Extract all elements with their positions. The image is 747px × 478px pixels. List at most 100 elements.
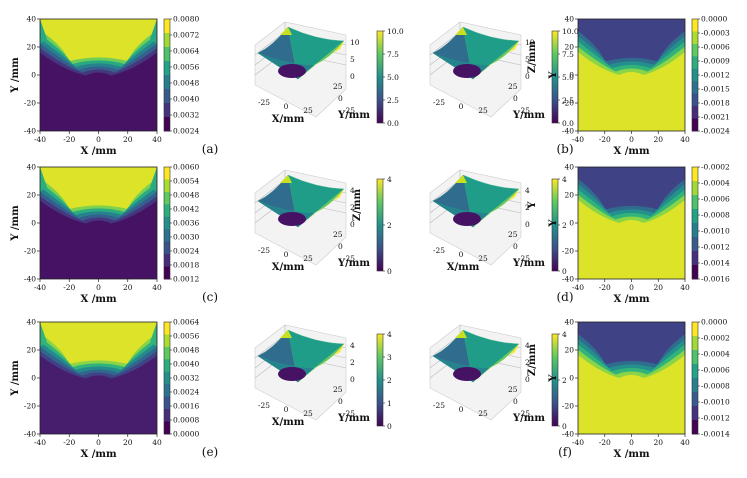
x-tick-label: 0 (96, 135, 101, 144)
colorbar-band (692, 81, 698, 95)
contour-panel-a: -40 -20 0 20 40 40 20 0 -20 -40 X /mm Y /mm 0.0080 0.… (10, 15, 199, 158)
colorbar-label: 5.0 (387, 73, 399, 82)
colorbar-band (164, 384, 170, 398)
colorbar-band (164, 216, 170, 230)
panel-label-a: (a) (202, 142, 219, 156)
x-axis-label: X/mm (272, 262, 305, 273)
y-tick-label: 0 (569, 374, 574, 383)
colorbar-label: 0.0042 (173, 205, 199, 214)
x-tick-label: 25 (303, 409, 313, 418)
grid-line (429, 334, 461, 359)
colorbar-label: 0.0036 (173, 219, 199, 228)
z-tick-label: 4 (525, 341, 530, 350)
x-tick-label: -25 (433, 246, 445, 255)
y-tick-label: 0 (31, 219, 36, 228)
x-tick-label: 25 (303, 106, 313, 115)
colorbar-label: 1 (387, 399, 392, 408)
colorbar-band (692, 43, 698, 57)
z-axis-label: Z/mm (527, 344, 538, 377)
z-tick-label: 2 (350, 358, 355, 367)
x-tick-label: -25 (433, 401, 445, 410)
x-tick-label: 0 (629, 135, 634, 144)
colorbar-label: 0.0064 (173, 318, 199, 327)
contour-center-blob (89, 77, 108, 123)
colorbar-label: -0.0018 (701, 99, 730, 108)
colorbar-label: 0.0080 (173, 15, 199, 24)
colorbar-band (692, 31, 698, 45)
colorbar-label: 0.0024 (173, 127, 199, 136)
colorbar-label: 0.0032 (173, 111, 199, 120)
colorbar-band (164, 254, 170, 268)
x-tick-label: 40 (680, 438, 690, 447)
contour-center-blob (89, 225, 108, 271)
z-tick-label: 5 (350, 55, 355, 64)
colorbar-band (692, 350, 698, 365)
colorbar-band (164, 179, 170, 193)
z-tick-label: 0 (350, 375, 355, 384)
y-axis-label: Y /mm (10, 57, 21, 94)
z-tick-label: 4 (525, 186, 530, 195)
surface-minimum (453, 64, 481, 78)
colorbar-band (692, 237, 698, 252)
y-tick-label: -25 (518, 409, 530, 418)
colorbar-label: 7.5 (387, 50, 399, 59)
panel-label-b: (b) (556, 142, 573, 156)
z-axis-label: Z/mm (352, 189, 363, 222)
y-tick-label: -40 (24, 275, 36, 284)
colorbar-band (164, 334, 170, 348)
y-tick-label: 40 (26, 15, 36, 24)
colorbar-label: 0.0012 (173, 275, 199, 284)
x-tick-label: 0 (96, 283, 101, 292)
y-tick-label: 0 (338, 397, 343, 406)
x-tick-label: 25 (303, 254, 313, 263)
y-tick-label: -40 (562, 430, 574, 439)
surface-peak (509, 344, 519, 356)
z-tick-label: 5 (525, 55, 530, 64)
surface-peak (280, 27, 292, 35)
y-tick-label: 0 (513, 94, 518, 103)
y-tick-label: 0 (569, 71, 574, 80)
x-tick-label: -40 (572, 438, 584, 447)
panel-label-e: (e) (202, 445, 218, 459)
colorbar-label: 0.0016 (173, 402, 199, 411)
y-axis-label: Y /mm (10, 360, 21, 397)
y-tick-label: -20 (24, 247, 36, 256)
colorbar-label: -0.0006 (701, 366, 730, 375)
panel-label-f: (f) (558, 445, 572, 459)
x-tick-label: 40 (152, 135, 162, 144)
x-tick-label: -20 (599, 283, 611, 292)
colorbar-band (164, 409, 170, 423)
colorbar-label: 0 (562, 422, 567, 431)
x-axis-label: X/mm (272, 114, 305, 125)
colorbar-label: 0.0056 (173, 332, 199, 341)
y-tick-label: 20 (564, 43, 574, 52)
colorbar-label: 2 (562, 221, 567, 230)
y-tick-label: -20 (562, 247, 574, 256)
surface-peak (334, 189, 344, 201)
y-tick-label: 25 (508, 230, 518, 239)
x-tick-label: 0 (459, 102, 464, 111)
y-tick-label: 0 (569, 219, 574, 228)
surface-minimum (453, 212, 481, 226)
colorbar-label: 0.0048 (173, 79, 199, 88)
x-tick-label: -40 (572, 135, 584, 144)
z-tick-label: 0 (525, 375, 530, 384)
z-axis-label: Z/mm (527, 41, 538, 74)
colorbar-band (164, 167, 170, 180)
y-tick-label: 20 (564, 191, 574, 200)
colorbar-band (692, 195, 698, 210)
contour-center-blob (625, 77, 638, 123)
x-tick-label: -40 (572, 283, 584, 292)
colorbar-band (692, 223, 698, 238)
surface-peak (455, 27, 467, 35)
y-axis-label: Y /mm (10, 205, 21, 242)
colorbar-label: 0.0000 (701, 15, 727, 24)
x-tick-label: 0 (284, 405, 289, 414)
x-tick-label: -25 (258, 98, 270, 107)
contour-corner-left (40, 19, 48, 44)
y-axis-label: Y/mm (337, 258, 370, 269)
colorbar-band (692, 406, 698, 421)
colorbar (376, 178, 384, 272)
colorbar-label: 0.0072 (173, 31, 199, 40)
